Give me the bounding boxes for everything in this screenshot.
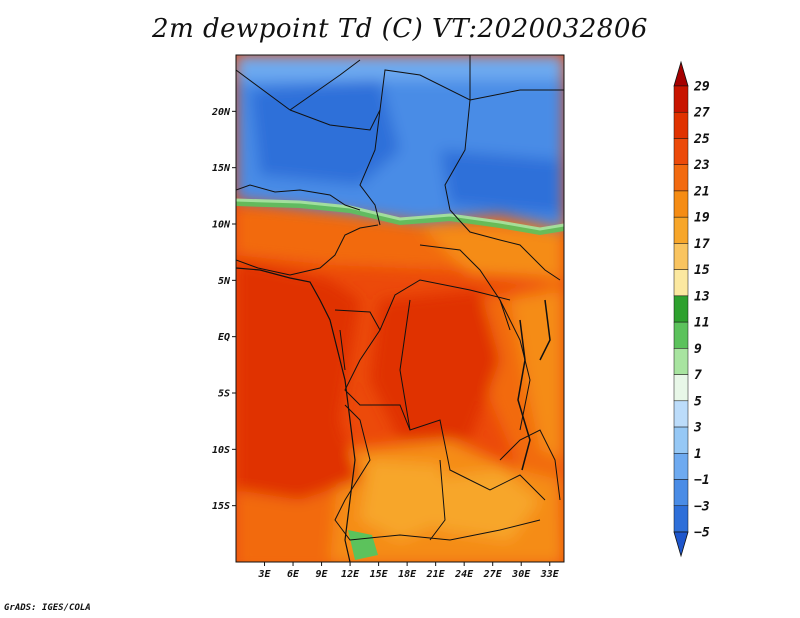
- lat-tick-label: 5S: [218, 389, 230, 400]
- lon-tick-label: 18E: [398, 569, 417, 580]
- colorbar-segment: [673, 216, 689, 244]
- colorbar-label: 13: [694, 289, 710, 304]
- colorbar-label: 15: [694, 263, 710, 278]
- lat-tick-label: 15S: [212, 501, 230, 512]
- lat-tick-label: 10S: [212, 445, 230, 456]
- colorbar: 29 27 25 23 21 19 17 15 13 11 9 7 5 3 1 −1 −3 −5: [673, 60, 710, 558]
- colorbar-segment: [673, 190, 689, 218]
- colorbar-segment: [673, 453, 689, 480]
- dewpoint-field: [236, 55, 564, 562]
- map-title: 2m dewpoint Td (C) VT:2020032806: [152, 14, 648, 44]
- lat-tick-label: EQ: [218, 332, 230, 343]
- colorbar-segment: [673, 295, 689, 323]
- colorbar-segment: [673, 400, 689, 428]
- colorbar-label: 11: [694, 316, 710, 331]
- colorbar-label: 1: [694, 447, 702, 462]
- colorbar-label: −5: [694, 526, 710, 541]
- lon-tick-label: 27E: [483, 569, 503, 580]
- lon-tick-label: 3E: [257, 569, 271, 580]
- colorbar-segment: [673, 164, 689, 192]
- colorbar-segment: [673, 269, 689, 297]
- colorbar-label: 23: [693, 158, 710, 173]
- colorbar-top-arrow: [673, 60, 689, 87]
- colorbar-label: 17: [694, 237, 710, 252]
- colorbar-bottom-arrow: [673, 531, 689, 558]
- lon-tick-label: 9E: [316, 569, 329, 580]
- lon-tick-label: 33E: [540, 569, 560, 580]
- longitude-axis: 3E 6E 9E 12E 15E 18E 21E 24E 27E 30E 33E: [257, 562, 560, 580]
- colorbar-segment: [673, 348, 689, 375]
- colorbar-segment: [673, 426, 689, 454]
- colorbar-label: 21: [693, 184, 710, 199]
- lon-tick-label: 15E: [370, 569, 389, 580]
- lat-tick-label: 5N: [218, 276, 231, 287]
- colorbar-label: 25: [693, 132, 710, 147]
- colorbar-label: −1: [694, 473, 710, 488]
- plot-frame: [235, 54, 565, 563]
- colorbar-label: 5: [694, 394, 702, 409]
- lon-tick-label: 30E: [511, 569, 531, 580]
- lat-tick-label: 20N: [211, 107, 231, 118]
- colorbar-segment: [673, 111, 689, 139]
- colorbar-label: −3: [694, 499, 710, 514]
- colorbar-segment: [673, 479, 689, 507]
- lon-tick-label: 12E: [341, 569, 360, 580]
- colorbar-label: 9: [694, 342, 702, 357]
- lon-tick-label: 24E: [454, 569, 474, 580]
- credit-footer: GrADS: IGES/COLA: [4, 603, 91, 613]
- lon-tick-label: 21E: [426, 569, 446, 580]
- colorbar-label: 7: [694, 368, 702, 383]
- colorbar-segment: [673, 321, 689, 349]
- colorbar-label: 3: [693, 421, 702, 436]
- lon-tick-label: 6E: [287, 569, 300, 580]
- colorbar-segment: [673, 243, 689, 270]
- colorbar-label: 27: [693, 106, 710, 121]
- colorbar-label: 29: [693, 80, 710, 95]
- lat-tick-label: 10N: [212, 220, 231, 231]
- colorbar-segment: [673, 85, 689, 113]
- colorbar-segment: [673, 374, 689, 402]
- country-borders: [236, 55, 564, 562]
- colorbar-label: 19: [694, 211, 710, 226]
- colorbar-segment: [673, 138, 689, 165]
- lat-tick-label: 15N: [212, 163, 231, 174]
- colorbar-segment: [673, 505, 689, 533]
- latitude-axis: 20N 15N 10N 5N EQ 5S 10S 15S: [211, 107, 236, 512]
